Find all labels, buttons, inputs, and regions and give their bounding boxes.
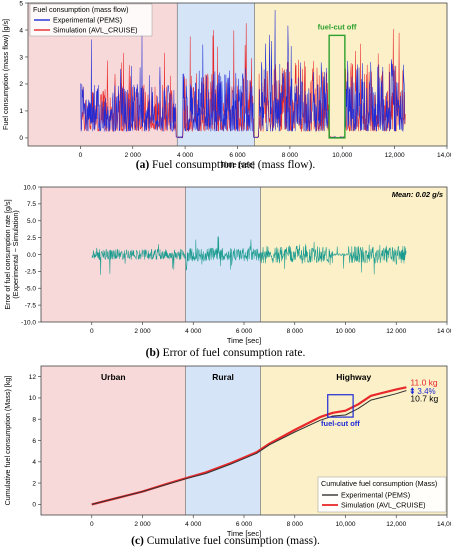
fuel-cut-box <box>328 34 346 139</box>
x-axis-label: Time [sec] <box>220 160 254 169</box>
y-tick-label: 10 <box>29 395 37 402</box>
x-tick-label: 2 000 <box>125 152 142 159</box>
region-label-highway: Highway <box>336 372 371 382</box>
legend-label-simulation: Simulation (AVL_CRUISE) <box>341 501 426 510</box>
x-tick-label: 10 000 <box>336 328 356 335</box>
y-tick-label: 3 <box>19 54 23 61</box>
x-tick-label: 0 <box>90 521 94 528</box>
y-tick-label: -10.0 <box>21 319 36 326</box>
x-tick-label: 4 000 <box>177 152 194 159</box>
x-tick-label: 6 000 <box>236 521 253 528</box>
y-tick-label: -7.5 <box>25 302 37 309</box>
x-tick-label: 12,000 <box>385 152 405 159</box>
x-tick-label: 4 000 <box>185 328 202 335</box>
y-tick-label: 0.0 <box>27 252 36 259</box>
y-tick-label: 5 <box>19 0 23 7</box>
caption-a: (a) Fuel consumption rate (mass flow). <box>135 159 316 171</box>
x-tick-label: 8 000 <box>282 152 299 159</box>
y-tick-label: 2 <box>19 81 23 88</box>
caption-b: (b) Error of fuel consumption rate. <box>145 347 306 359</box>
series-error <box>91 236 407 275</box>
x-tick-label: 12 000 <box>386 328 406 335</box>
legend-label-simulation: Simulation (AVL_CRUISE) <box>53 26 138 35</box>
legend-label-experimental: Experimental (PEMS) <box>53 16 122 25</box>
x-tick-label: 0 <box>90 328 94 335</box>
x-tick-label: 8 000 <box>287 328 304 335</box>
x-tick-label: 14 000 <box>437 328 451 335</box>
y-tick-label: -2.5 <box>25 269 37 276</box>
legend-box <box>29 3 153 37</box>
y-tick-label: -5.0 <box>25 286 37 293</box>
legend-label-experimental: Experimental (PEMS) <box>341 491 410 500</box>
y-axis-label: Cumulative fuel consumption (Mass) [kg] <box>3 376 12 506</box>
x-tick-label: 12,000 <box>386 521 406 528</box>
x-tick-label: 6 000 <box>229 152 246 159</box>
x-tick-label: 8 000 <box>287 521 304 528</box>
region-label-rural: Rural <box>212 372 234 382</box>
y-tick-label: 2 <box>32 480 36 487</box>
x-tick-label: 6 000 <box>236 328 253 335</box>
y-tick-label: 6 <box>32 438 36 445</box>
series-experimental <box>80 9 406 139</box>
y-tick-label: 4 <box>19 27 23 34</box>
y-tick-label: 5.0 <box>27 218 36 225</box>
caption-c: (c) Cumulative fuel consumption (mass). <box>131 535 320 547</box>
legend: Cumulative fuel consumption (Mass) Experi… <box>317 476 447 513</box>
chart-c: Urban Rural Highway 0 2 000 4 000 6 000 8 000 10… <box>3 365 451 538</box>
legend: Fuel consumption (mass flow) Experimental… <box>29 3 153 37</box>
series-experimental <box>91 390 407 505</box>
end-label-experimental: 10.7 kg <box>410 393 438 403</box>
y-tick-label: 8 <box>32 417 36 424</box>
y-tick-label: 0 <box>32 502 36 509</box>
end-label-simulation: 11.0 kg <box>410 377 438 387</box>
x-axis-label: Time [sec] <box>227 529 261 538</box>
region-label-urban: Urban <box>101 372 126 382</box>
mean-annotation: Mean: 0.02 g/s <box>392 190 443 199</box>
y-tick-label: 4 <box>32 459 36 466</box>
y-axis-label: Error of fuel consumption rate [g/s] <box>3 199 12 309</box>
x-tick-label: 4 000 <box>185 521 202 528</box>
fuel-cut-label: fuel-cut off <box>321 419 360 428</box>
region-urban <box>41 366 186 515</box>
x-axis-label: Time [sec] <box>227 336 261 345</box>
x-tick-label: 2 000 <box>134 521 151 528</box>
y-tick-label: 0 <box>19 135 23 142</box>
fuel-cut-label: fuel-cut off <box>318 22 357 31</box>
y-tick-label: 7.5 <box>27 201 36 208</box>
difference-arrow-head-down <box>410 391 415 395</box>
y-axis-label: Fuel consumption (mass flow) [g/s] <box>1 19 10 130</box>
x-tick-label: 14,000 <box>437 152 451 159</box>
region-rural <box>185 366 261 515</box>
y-tick-label: 10.0 <box>23 184 36 191</box>
y-tick-label: 2.5 <box>27 235 36 242</box>
legend-title: Cumulative fuel consumption (Mass) <box>321 479 437 488</box>
x-tick-label: 10,000 <box>332 152 352 159</box>
difference-label: 3.4% <box>417 387 435 396</box>
x-tick-label: 14,000 <box>437 521 451 528</box>
x-tick-label: 2 000 <box>134 328 151 335</box>
legend-box <box>317 476 447 513</box>
fuel-cut-box <box>327 394 354 418</box>
y-tick-label: 1 <box>19 108 23 115</box>
x-tick-label: 10,000 <box>336 521 356 528</box>
chart-b: 0 2 000 4 000 6 000 8 000 10 000 12 000 14 000 -… <box>3 184 451 345</box>
chart-a: 0 2 000 4 000 6 000 8 000 10,000 12,000 14,000 0… <box>1 0 451 169</box>
x-tick-label: 0 <box>79 152 83 159</box>
y-axis-label: (Experimental − Simulation) <box>11 210 20 298</box>
y-tick-label: 12 <box>29 374 37 381</box>
legend-title: Fuel consumption (mass flow) <box>33 5 128 14</box>
difference-arrow-head-up <box>410 387 415 391</box>
